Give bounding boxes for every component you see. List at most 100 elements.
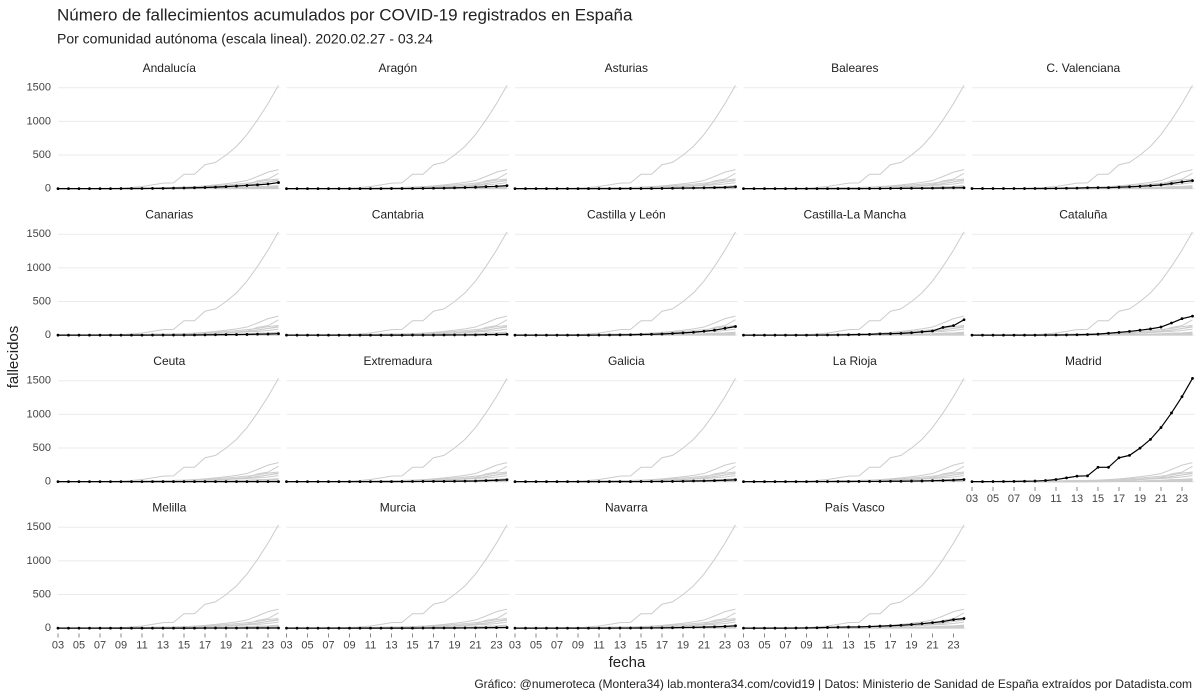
point (1128, 185, 1131, 189)
point (1138, 328, 1142, 332)
point (348, 626, 351, 630)
point (1044, 187, 1047, 190)
point (442, 479, 446, 483)
highlight-line (743, 319, 965, 336)
x-tick-label: 17 (1113, 493, 1125, 505)
point (952, 478, 955, 482)
point (910, 186, 913, 190)
x-tick-label: 19 (677, 639, 689, 651)
point (970, 187, 974, 190)
point (815, 626, 819, 630)
point (555, 187, 559, 191)
point (878, 187, 882, 190)
point (513, 333, 517, 337)
point (203, 186, 207, 189)
point (1107, 465, 1110, 469)
point (742, 333, 745, 337)
point (1075, 474, 1079, 478)
point (723, 478, 727, 482)
chart-subtitle: Por comunidad autónoma (escala lineal). … (57, 31, 433, 47)
highlight-line (58, 333, 279, 336)
point (432, 186, 435, 190)
point (337, 333, 341, 337)
point (941, 186, 945, 190)
point (348, 187, 351, 191)
point (555, 626, 559, 630)
point (235, 626, 238, 630)
point (1054, 333, 1058, 337)
point (618, 626, 622, 630)
point (889, 187, 892, 190)
point (327, 333, 330, 337)
x-tick-label: 09 (343, 639, 355, 651)
point (1086, 474, 1089, 478)
point (524, 187, 527, 191)
point (1138, 446, 1142, 450)
point (98, 626, 102, 630)
point (899, 186, 903, 190)
point (214, 626, 217, 630)
point (421, 480, 425, 483)
highlight-line (286, 184, 508, 190)
background-line (972, 85, 1193, 190)
point (306, 626, 309, 630)
x-tick-label: 21 (469, 639, 481, 651)
point (723, 186, 727, 189)
point (1096, 186, 1100, 190)
point (660, 332, 664, 336)
point (400, 626, 404, 630)
point (899, 331, 903, 335)
point (576, 187, 580, 191)
point (67, 333, 70, 337)
x-tick-label: 05 (987, 493, 999, 505)
point (734, 478, 737, 482)
point (411, 187, 414, 190)
point (77, 333, 81, 337)
background-line (286, 524, 508, 629)
point (463, 479, 467, 483)
point (899, 623, 903, 627)
point (1180, 317, 1184, 321)
panel-title: Galicia (608, 354, 645, 368)
panel-title: Ceuta (153, 354, 185, 368)
point (889, 332, 892, 336)
point (836, 625, 840, 629)
point (713, 328, 716, 332)
point (681, 626, 685, 629)
point (337, 626, 341, 630)
y-tick-label: 1500 (27, 521, 51, 533)
x-tick-label: 09 (800, 639, 812, 651)
panel-title: Cantabria (372, 208, 424, 222)
x-tick-label: 05 (301, 639, 313, 651)
point (56, 333, 60, 337)
point (847, 625, 850, 629)
point (1075, 333, 1079, 337)
point (109, 480, 112, 484)
point (119, 333, 123, 337)
background-line (743, 85, 965, 190)
point (140, 333, 144, 337)
point (734, 185, 737, 189)
point (484, 333, 488, 337)
point (369, 480, 372, 484)
point (214, 185, 217, 189)
x-tick-label: 17 (199, 639, 211, 651)
highlight-line (515, 325, 736, 336)
point (256, 332, 259, 336)
x-tick-label: 11 (1050, 493, 1061, 505)
point (763, 480, 766, 484)
point (130, 626, 133, 630)
point (576, 626, 580, 630)
point (1117, 185, 1121, 189)
point (316, 480, 320, 484)
point (266, 626, 270, 630)
point (763, 333, 766, 337)
point (681, 479, 685, 483)
x-tick-label: 05 (758, 639, 770, 651)
point (784, 333, 787, 337)
point (337, 187, 341, 191)
point (327, 480, 330, 484)
point (920, 622, 924, 626)
x-tick-label: 03 (52, 639, 64, 651)
point (1012, 187, 1016, 190)
